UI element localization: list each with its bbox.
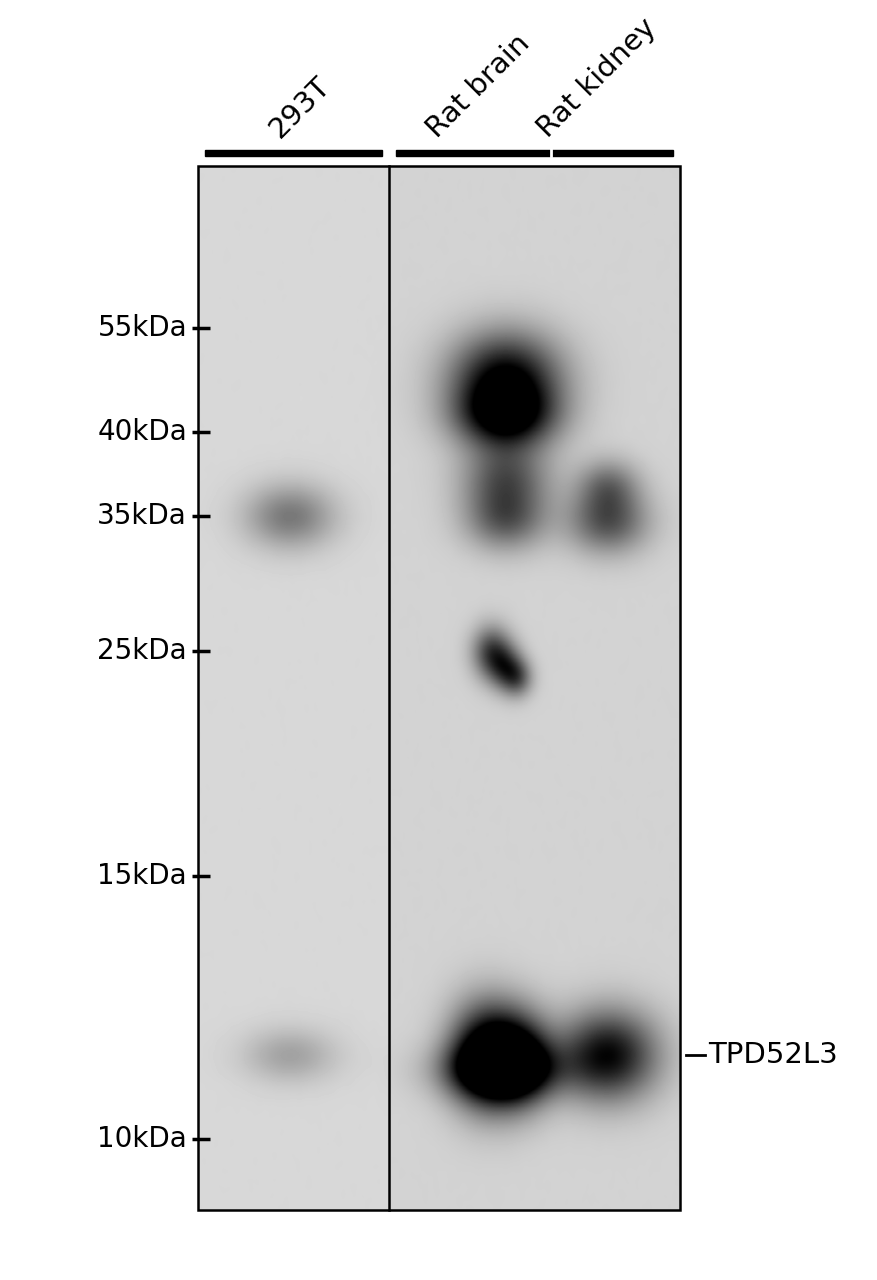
Text: 40kDa: 40kDa — [97, 419, 187, 447]
Bar — [204, 150, 381, 156]
Text: 25kDa: 25kDa — [97, 637, 187, 666]
Text: TPD52L3: TPD52L3 — [708, 1041, 838, 1069]
Bar — [396, 150, 673, 156]
Text: Rat kidney: Rat kidney — [531, 14, 661, 143]
Text: 293T: 293T — [264, 72, 336, 143]
Text: 35kDa: 35kDa — [97, 502, 187, 530]
Text: 15kDa: 15kDa — [97, 861, 187, 890]
Text: 55kDa: 55kDa — [97, 314, 187, 342]
Text: 10kDa: 10kDa — [97, 1125, 187, 1153]
Text: Rat brain: Rat brain — [421, 29, 535, 143]
